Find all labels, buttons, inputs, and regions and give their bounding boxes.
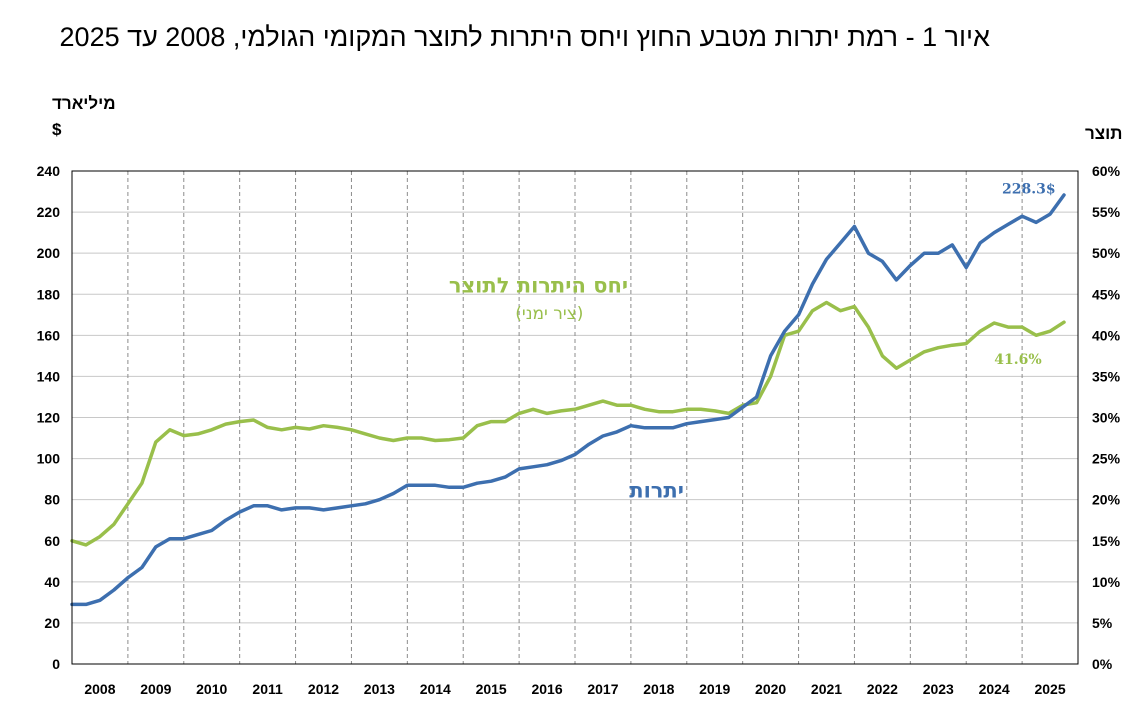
left-y-tick-label: 160 bbox=[37, 327, 61, 343]
x-tick-label: 2021 bbox=[811, 681, 842, 697]
left-y-tick-label: 60 bbox=[44, 533, 60, 549]
left-y-tick-label: 200 bbox=[37, 245, 61, 261]
right-axis-unit-label: תוצר bbox=[1085, 124, 1123, 143]
left-y-tick-label: 20 bbox=[44, 615, 60, 631]
x-tick-label: 2025 bbox=[1034, 681, 1065, 697]
plot-frame bbox=[71, 170, 1079, 665]
left-y-tick-label: 120 bbox=[37, 410, 61, 426]
x-tick-label: 2009 bbox=[140, 681, 171, 697]
x-tick-label: 2016 bbox=[531, 681, 562, 697]
left-y-tick-label: 240 bbox=[37, 163, 61, 179]
left-axis-unit-label: מיליארד bbox=[52, 94, 116, 113]
left-y-tick-labels: 0 20 40 60 80 100 120 140 160 180 200 220 240 bbox=[37, 163, 61, 672]
reserves-end-value-label: 228.3$ bbox=[1002, 182, 1056, 198]
chart-title: איור 1 - רמת יתרות מטבע החוץ ויחס היתרות… bbox=[59, 22, 990, 52]
right-y-tick-label: 60% bbox=[1092, 163, 1121, 179]
right-y-tick-labels: 0% 5% 10% 15% 20% 25% 30% 35% 40% 45% 50% 55% 60% bbox=[1092, 163, 1121, 672]
left-y-tick-label: 0 bbox=[52, 656, 60, 672]
right-y-tick-label: 10% bbox=[1092, 574, 1121, 590]
left-y-tick-label: 40 bbox=[44, 574, 60, 590]
ratio-end-value-label: 41.6% bbox=[994, 352, 1041, 368]
left-y-tick-label: 100 bbox=[37, 451, 61, 467]
right-y-tick-label: 30% bbox=[1092, 410, 1121, 426]
right-y-tick-label: 5% bbox=[1092, 615, 1113, 631]
x-tick-labels: 2008 2009 2010 2011 2012 2013 2014 2015 2016 2017… bbox=[84, 681, 1065, 697]
x-tick-label: 2012 bbox=[308, 681, 339, 697]
x-tick-label: 2013 bbox=[364, 681, 395, 697]
x-tick-label: 2024 bbox=[979, 681, 1010, 697]
x-tick-label: 2011 bbox=[252, 681, 283, 697]
right-y-tick-label: 20% bbox=[1092, 492, 1121, 508]
x-tick-label: 2023 bbox=[923, 681, 954, 697]
x-tick-label: 2008 bbox=[84, 681, 115, 697]
left-y-tick-label: 220 bbox=[37, 204, 61, 220]
right-y-tick-label: 55% bbox=[1092, 204, 1121, 220]
left-y-tick-label: 180 bbox=[37, 286, 61, 302]
ratio-series-line bbox=[70, 300, 1066, 547]
series-annotations: יתרות יחס היתרות לתוצר (ציר ימני) 228.3$ 41.… bbox=[449, 182, 1056, 503]
x-tick-label: 2010 bbox=[196, 681, 227, 697]
x-tick-label: 2020 bbox=[755, 681, 786, 697]
x-tick-label: 2017 bbox=[587, 681, 618, 697]
x-tick-label: 2019 bbox=[699, 681, 730, 697]
ratio-series-name: יחס היתרות לתוצר bbox=[449, 274, 628, 298]
reserves-series-line bbox=[70, 193, 1066, 607]
left-y-tick-label: 140 bbox=[37, 368, 61, 384]
right-y-tick-label: 25% bbox=[1092, 451, 1121, 467]
reserves-series-name: יתרות bbox=[629, 479, 684, 503]
left-axis-currency-label: $ bbox=[52, 120, 62, 139]
x-tick-label: 2022 bbox=[867, 681, 898, 697]
right-y-tick-label: 35% bbox=[1092, 368, 1121, 384]
right-y-tick-label: 0% bbox=[1092, 656, 1113, 672]
ratio-series-axis-note: (ציר ימני) bbox=[515, 304, 583, 324]
x-tick-label: 2015 bbox=[476, 681, 507, 697]
year-separators bbox=[127, 171, 1023, 664]
right-y-tick-label: 40% bbox=[1092, 327, 1121, 343]
x-tick-label: 2014 bbox=[420, 681, 451, 697]
right-y-tick-label: 15% bbox=[1092, 533, 1121, 549]
right-y-tick-label: 50% bbox=[1092, 245, 1121, 261]
left-y-tick-label: 80 bbox=[44, 492, 60, 508]
series-lines bbox=[70, 193, 1066, 607]
right-y-tick-label: 45% bbox=[1092, 286, 1121, 302]
x-tick-label: 2018 bbox=[643, 681, 674, 697]
